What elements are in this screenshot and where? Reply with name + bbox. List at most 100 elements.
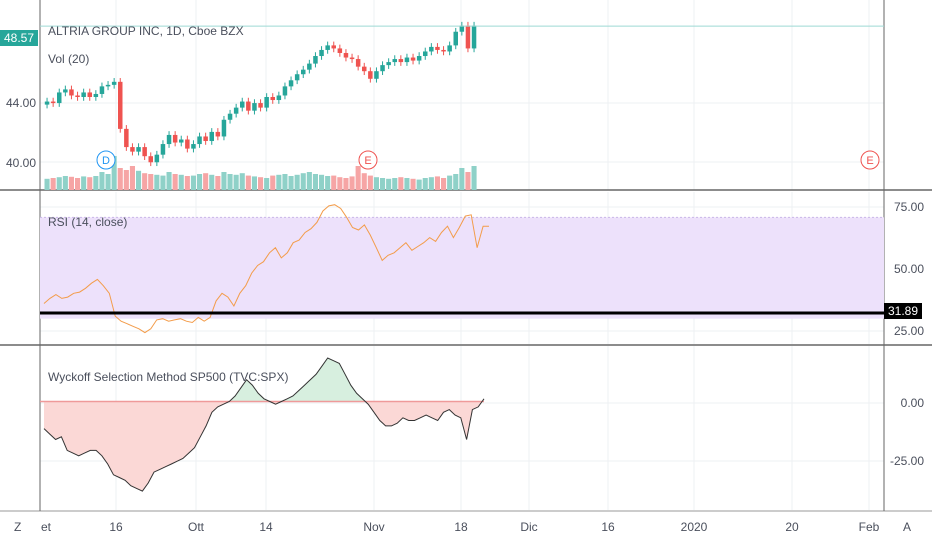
volume-bar <box>398 177 404 190</box>
volume-bar <box>93 176 99 190</box>
rsi-line <box>43 204 489 334</box>
volume-bar <box>99 172 105 190</box>
volume-bar <box>434 176 440 190</box>
candle <box>343 52 349 58</box>
volume-bar <box>380 178 386 190</box>
x-tick: 16 <box>109 520 123 534</box>
price-tick: 40.00 <box>6 156 37 170</box>
volume-bar <box>331 175 337 190</box>
volume-bar <box>294 174 300 190</box>
volume-bar <box>392 178 398 190</box>
volume-bar <box>441 178 447 190</box>
volume-bar <box>123 170 129 190</box>
candle <box>276 95 282 101</box>
negative-area <box>365 401 483 440</box>
volume-bar <box>367 175 373 190</box>
candle <box>160 144 166 155</box>
candle <box>111 81 117 85</box>
volume-bar <box>62 176 68 190</box>
auto-scale-button[interactable]: A <box>903 520 912 534</box>
candle <box>246 101 251 111</box>
volume-bar <box>251 176 257 190</box>
candle <box>203 136 208 142</box>
candle <box>362 66 367 72</box>
volume-bar <box>160 175 166 190</box>
candle <box>118 81 123 129</box>
volume-bar <box>258 177 264 190</box>
candle <box>136 147 141 152</box>
volume-bar <box>471 166 477 190</box>
volume-bar <box>166 172 172 190</box>
volume-bar <box>221 172 227 190</box>
volume-bar <box>312 174 318 190</box>
price-tick: 44.00 <box>6 96 37 110</box>
rsi-title: RSI (14, close) <box>48 215 128 229</box>
volume-bar <box>410 178 416 190</box>
volume-bar <box>142 173 148 190</box>
candle <box>398 59 404 63</box>
candle <box>191 144 196 149</box>
last-price-label: 48.57 <box>0 30 39 46</box>
candle <box>465 25 471 49</box>
candle <box>221 119 227 137</box>
volume-bar <box>300 173 306 190</box>
candle <box>93 93 99 97</box>
volume-bar <box>416 179 422 190</box>
volume-label: Vol (20) <box>48 52 90 66</box>
candle <box>197 136 202 145</box>
volume-bar <box>343 178 349 190</box>
x-tick: 20 <box>785 520 799 534</box>
candle <box>331 45 336 49</box>
volume-bar <box>117 168 123 190</box>
rsi-tick: 25.00 <box>893 324 924 338</box>
volume-bar <box>404 178 410 190</box>
candle <box>368 71 373 79</box>
volume-bar <box>44 178 50 190</box>
candle <box>105 84 111 87</box>
candle <box>57 92 62 104</box>
x-tick: Ott <box>187 520 205 534</box>
candle <box>325 45 330 50</box>
candle <box>81 92 86 97</box>
volume-bar <box>245 175 251 190</box>
candle <box>404 57 410 63</box>
candle <box>423 51 428 57</box>
candle <box>166 134 172 145</box>
rsi-tick: 50.00 <box>893 262 924 276</box>
candle <box>130 147 135 152</box>
wyckoff-line <box>43 357 485 492</box>
volume-bar <box>453 174 459 190</box>
candle <box>319 49 324 57</box>
candle <box>44 101 50 105</box>
wyckoff-title: Wyckoff Selection Method SP500 (TVC:SPX) <box>48 370 289 384</box>
x-tick: Feb <box>858 520 880 534</box>
candle <box>258 103 263 108</box>
candle <box>215 131 221 137</box>
candle <box>240 101 245 108</box>
candle <box>87 92 92 97</box>
volume-bar <box>129 166 135 190</box>
volume-bar <box>373 177 379 190</box>
volume-bar <box>215 176 221 190</box>
candle <box>435 46 440 50</box>
candle <box>69 89 74 96</box>
volume-bar <box>148 174 154 190</box>
rsi-band <box>40 217 884 319</box>
zoom-left-button[interactable]: Z <box>14 520 22 534</box>
volume-bar <box>306 172 312 190</box>
candle <box>386 62 391 66</box>
volume-bar <box>105 174 111 190</box>
volume-bar <box>75 178 81 190</box>
candle <box>313 56 318 64</box>
wyckoff-tick: 0.00 <box>900 396 924 410</box>
candle <box>410 57 416 61</box>
volume-bar <box>50 178 56 190</box>
earnings-event-label: E <box>866 155 873 167</box>
candle <box>282 86 288 96</box>
candle <box>63 89 68 93</box>
volume-bar <box>111 156 117 190</box>
candle <box>288 80 294 87</box>
candle <box>227 113 233 120</box>
candle <box>471 25 477 49</box>
